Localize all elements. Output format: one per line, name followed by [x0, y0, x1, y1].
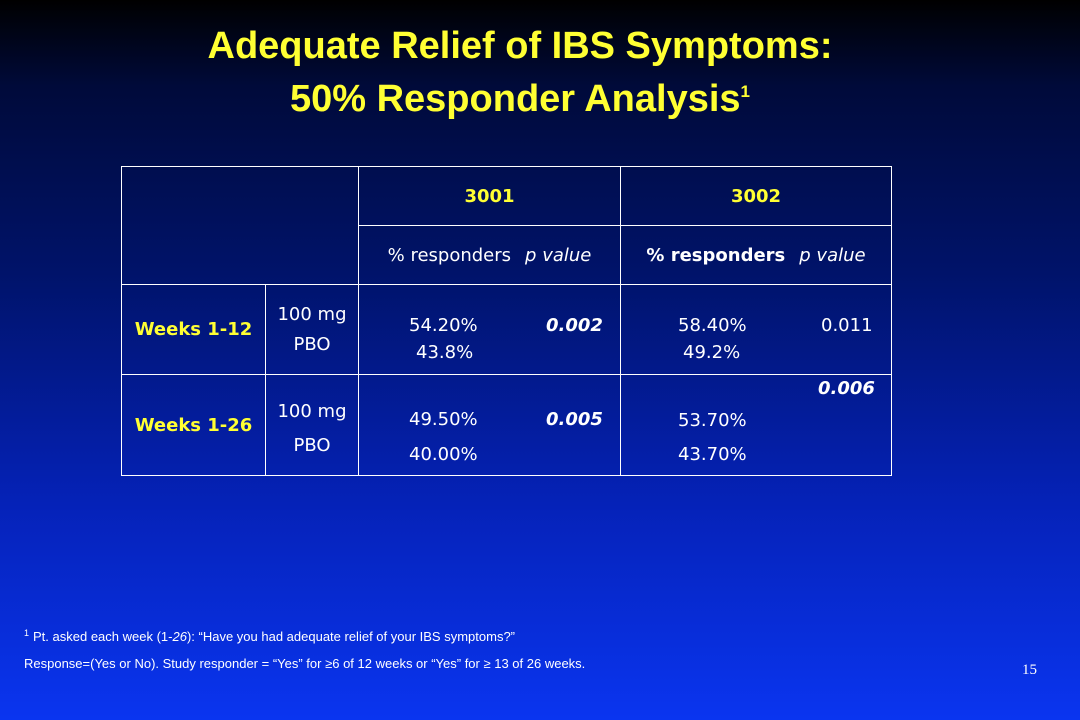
- title-line-2-text: 50% Responder Analysis: [289, 78, 741, 120]
- table-row: Weeks 1-12 100 mg PBO 54.20% 43.8% 0.002…: [121, 284, 892, 375]
- group-label: PBO: [293, 333, 331, 355]
- footnote-line-1-italic: 26: [172, 629, 187, 644]
- pvalue-label-3002: p value: [799, 244, 866, 266]
- group-cell: 100 mg PBO: [265, 284, 359, 375]
- group-cell: 100 mg PBO: [265, 374, 359, 476]
- study-3001-values: 54.20% 43.8% 0.002: [358, 284, 621, 375]
- footnote-line-1: 1 Pt. asked each week (1-26): “Have you h…: [24, 628, 515, 644]
- footnote-line-2: Response=(Yes or No). Study responder = …: [24, 656, 586, 671]
- footnote-line-1-suffix: ): “Have you had adequate relief of your…: [186, 629, 515, 644]
- p-value: 0.002: [546, 315, 603, 336]
- group-label: 100 mg: [277, 303, 347, 325]
- study-3002-values: 53.70% 43.70% 0.006: [620, 374, 892, 476]
- p-value: 0.005: [546, 409, 603, 430]
- study-3001-values: 49.50% 40.00% 0.005: [358, 374, 621, 476]
- table-row: Weeks 1-26 100 mg PBO 49.50% 40.00% 0.00…: [121, 374, 892, 476]
- subheader-row: % responders p value % responders p value: [122, 225, 892, 285]
- title-line-2: 50% Responder Analysis1: [0, 69, 1040, 122]
- study-header-row: 3001 3002: [121, 166, 892, 285]
- responder-value: 49.50%: [409, 409, 478, 430]
- responder-value: 49.2%: [683, 342, 741, 363]
- period-label: Weeks 1-26: [121, 374, 266, 476]
- p-value: 0.011: [821, 315, 873, 336]
- study-3001-subheader: % responders p value: [358, 225, 621, 285]
- period-label: Weeks 1-12: [121, 284, 266, 375]
- empty-corner-cell: [121, 166, 359, 285]
- study-3001-header: 3001: [358, 166, 621, 226]
- responder-value: 54.20%: [409, 315, 478, 336]
- study-3002-subheader: % responders p value: [620, 225, 892, 285]
- pvalue-label-3001: p value: [525, 244, 592, 266]
- responder-value: 43.8%: [416, 342, 474, 363]
- slide-title: Adequate Relief of IBS Symptoms: 50% Res…: [0, 24, 1040, 122]
- responders-label-3002: % responders: [646, 244, 786, 266]
- title-footnote-marker: 1: [740, 82, 750, 101]
- responder-value: 43.70%: [678, 444, 747, 465]
- title-line-1: Adequate Relief of IBS Symptoms:: [207, 25, 833, 67]
- responder-value: 40.00%: [409, 444, 478, 465]
- page-number: 15: [1022, 662, 1037, 678]
- footnote-line-1-prefix: Pt. asked each week (1-: [33, 629, 173, 644]
- study-3002-header: 3002: [620, 166, 892, 226]
- responder-table: 3001 3002 % responders p value % responde…: [121, 166, 892, 476]
- group-label: PBO: [293, 435, 331, 456]
- group-label: 100 mg: [277, 401, 347, 422]
- responders-label-3001: % responders: [387, 244, 512, 266]
- responder-value: 58.40%: [678, 315, 747, 336]
- footnote-marker: 1: [24, 628, 30, 638]
- responder-value: 53.70%: [678, 410, 747, 431]
- study-3002-values: 58.40% 49.2% 0.011: [620, 284, 892, 375]
- p-value: 0.006: [818, 378, 875, 399]
